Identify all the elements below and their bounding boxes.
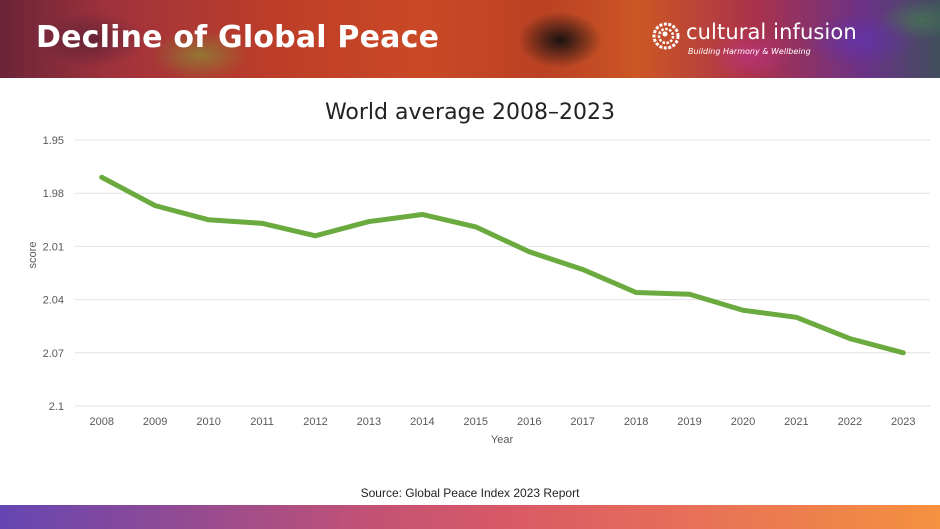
x-tick-label: 2019	[677, 416, 701, 428]
x-tick-label: 2012	[303, 416, 327, 428]
y-axis-label: score	[27, 242, 39, 269]
logo-tagline: Building Harmony & Wellbeing	[688, 47, 811, 56]
banner-image	[0, 0, 940, 78]
x-tick-label: 2018	[624, 416, 648, 428]
chart-title: World average 2008–2023	[324, 100, 616, 125]
y-tick-label: 1.95	[43, 135, 64, 147]
slide-title: Decline of Global Peace	[36, 20, 440, 55]
y-tick-label: 1.98	[43, 188, 64, 200]
line-chart: 1.95 1.98 2.01 2.04 2.07 2.1 2008 2009 2010 2011…	[27, 135, 930, 446]
y-tick-labels: 1.95 1.98 2.01 2.04 2.07 2.1	[43, 135, 64, 413]
x-tick-label: 2008	[89, 416, 113, 428]
x-tick-label: 2022	[838, 416, 862, 428]
x-axis-label: Year	[491, 434, 514, 446]
x-tick-label: 2015	[464, 416, 488, 428]
source-note: Source: Global Peace Index 2023 Report	[360, 486, 580, 500]
y-tick-label: 2.04	[43, 295, 64, 307]
gridlines	[75, 139, 930, 407]
x-tick-label: 2021	[784, 416, 808, 428]
x-tick-label: 2014	[410, 416, 434, 428]
x-tick-label: 2013	[357, 416, 381, 428]
series-line	[99, 174, 906, 356]
cultural-infusion-logo: cultural infusion Building Harmony & Wel…	[652, 20, 892, 60]
x-tick-labels: 2008 2009 2010 2011 2012 2013 2014 2015 2016 2017…	[89, 416, 915, 428]
x-tick-label: 2009	[143, 416, 167, 428]
spiral-logo-icon	[652, 22, 680, 50]
x-tick-label: 2011	[250, 416, 274, 428]
x-tick-label: 2017	[570, 416, 594, 428]
x-tick-label: 2023	[891, 416, 915, 428]
x-tick-label: 2016	[517, 416, 541, 428]
footer-gradient-bar	[0, 505, 940, 529]
y-tick-label: 2.1	[49, 401, 64, 413]
x-tick-label: 2020	[731, 416, 755, 428]
series-world-average	[99, 174, 906, 356]
logo-name: cultural infusion	[686, 20, 857, 44]
x-tick-label: 2010	[196, 416, 220, 428]
y-tick-label: 2.07	[43, 348, 64, 360]
header-banner: Decline of Global Peace cultural infusio…	[0, 0, 940, 78]
y-tick-label: 2.01	[43, 241, 64, 253]
